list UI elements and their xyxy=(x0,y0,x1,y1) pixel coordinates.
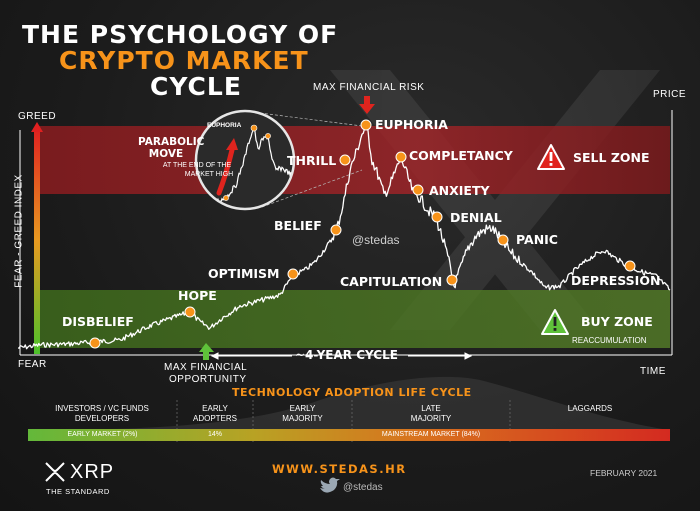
fear-greed-arrow-icon xyxy=(31,122,43,132)
max-risk-label: MAX FINANCIAL RISK xyxy=(313,82,425,93)
stage-optimism: OPTIMISM xyxy=(208,266,280,281)
sell-zone-warning-icon xyxy=(537,144,565,170)
parabolic-sub-2: MARKET HIGH xyxy=(184,171,234,178)
fear-greed-index-label: FEAR - GREED INDEX xyxy=(13,174,25,288)
cycle-span-arrow xyxy=(210,352,473,360)
stage-belief: BELIEF xyxy=(274,218,322,233)
price-label: PRICE xyxy=(653,89,687,100)
xrp-logo-text: XRP xyxy=(70,461,115,483)
stage-denial: DENIAL xyxy=(450,210,502,225)
stage-capitulation: CAPITULATION xyxy=(340,274,443,289)
stage-thrill: THRILL xyxy=(287,153,337,168)
max-opportunity-arrow-icon xyxy=(199,343,214,360)
xrp-logo-sub: THE STANDARD xyxy=(46,487,110,496)
adoption-bell-curve xyxy=(40,376,670,430)
stage-depression: DEPRESSION xyxy=(571,273,661,288)
fear-label: FEAR xyxy=(18,359,47,370)
time-label: TIME xyxy=(640,366,666,377)
inset-marker xyxy=(223,195,229,201)
stage-anxiety: ANXIETY xyxy=(429,183,490,198)
stage-euphoria: EUPHORIA xyxy=(375,117,448,132)
inset-projection-line xyxy=(259,112,363,127)
marker-euphoria xyxy=(360,119,372,131)
marker-anxiety xyxy=(412,184,424,196)
parabolic-title-1: PARABOLIC xyxy=(138,136,205,148)
stage-disbelief: DISBELIEF xyxy=(62,314,134,329)
reaccumulation-label: REACCUMULATION xyxy=(572,336,647,345)
inset-euphoria-marker xyxy=(250,124,258,132)
stage-hope: HOPE xyxy=(178,288,217,303)
adoption-group-late-majority-2: MAJORITY xyxy=(410,414,452,423)
stage-panic: PANIC xyxy=(516,232,558,247)
adoption-bar-14pct: 14% xyxy=(207,431,222,438)
max-risk-arrow-icon xyxy=(359,96,375,114)
marker-panic xyxy=(497,234,509,246)
marker-optimism xyxy=(287,268,299,280)
adoption-group-early-adopters-1: EARLY xyxy=(202,404,228,413)
marker-denial xyxy=(431,211,443,223)
adoption-group-early-adopters-2: ADOPTERS xyxy=(192,414,237,423)
inset-marker xyxy=(265,133,271,139)
adoption-group-late-majority-1: LATE xyxy=(421,404,441,413)
buy-zone-warning-icon xyxy=(541,309,569,335)
max-opportunity-line-1: MAX FINANCIAL xyxy=(164,362,248,373)
date-label: FEBRUARY 2021 xyxy=(590,468,658,478)
inset-projection-line xyxy=(261,169,363,208)
inset-euphoria-label: EUPHORIA xyxy=(207,122,242,129)
adoption-bar-mainstream: MAINSTREAM MARKET (84%) xyxy=(381,431,481,438)
adoption-title: TECHNOLOGY ADOPTION LIFE CYCLE xyxy=(232,386,472,399)
parabolic-title-2: MOVE xyxy=(148,148,184,160)
website-link[interactable]: WWW.STEDAS.HR xyxy=(272,462,407,476)
buy-zone-label: BUY ZONE xyxy=(581,314,653,329)
xrp-logo-icon xyxy=(45,462,65,482)
marker-depression xyxy=(624,260,636,272)
adoption-group-innovators-2: DEVELOPERS xyxy=(74,414,130,423)
price-line xyxy=(17,121,671,350)
twitter-icon xyxy=(320,477,340,493)
stage-complacency: COMPLETANCY xyxy=(409,148,513,163)
sell-zone-label: SELL ZONE xyxy=(573,150,650,165)
buy-zone-band xyxy=(38,290,670,348)
marker-belief xyxy=(330,224,342,236)
fear-greed-bar xyxy=(34,128,40,354)
greed-label: GREED xyxy=(18,111,57,122)
twitter-handle[interactable]: @stedas xyxy=(343,482,383,493)
adoption-group-early-majority-2: MAJORITY xyxy=(282,414,323,423)
parabolic-arrow-icon xyxy=(216,147,235,196)
title-line-2: CRYPTO MARKET xyxy=(59,46,309,75)
title-line-3: CYCLE xyxy=(150,72,242,101)
parabolic-sub-1: AT THE END OF THE xyxy=(162,162,232,169)
adoption-bar-early-market: EARLY MARKET (2%) xyxy=(67,431,138,438)
marker-hope xyxy=(184,306,196,318)
stage-markers xyxy=(89,119,636,349)
parabolic-inset xyxy=(194,109,296,211)
marker-thrill xyxy=(339,154,351,166)
adoption-group-innovators-1: INVESTORS / VC FUNDS xyxy=(55,404,149,413)
adoption-group-laggards: LAGGARDS xyxy=(567,404,613,413)
marker-complacency xyxy=(395,151,407,163)
adoption-group-early-majority-1: EARLY xyxy=(289,404,316,413)
title-line-1: THE PSYCHOLOGY OF xyxy=(22,20,339,49)
adoption-market-bar xyxy=(28,429,670,441)
marker-disbelief xyxy=(89,337,101,349)
marker-capitulation xyxy=(446,274,458,286)
max-opportunity-line-2: OPPORTUNITY xyxy=(169,374,247,385)
watermark-handle: @stedas xyxy=(352,233,400,247)
adoption-dividers xyxy=(176,400,511,442)
cycle-label: ~4-YEAR CYCLE xyxy=(295,348,398,362)
